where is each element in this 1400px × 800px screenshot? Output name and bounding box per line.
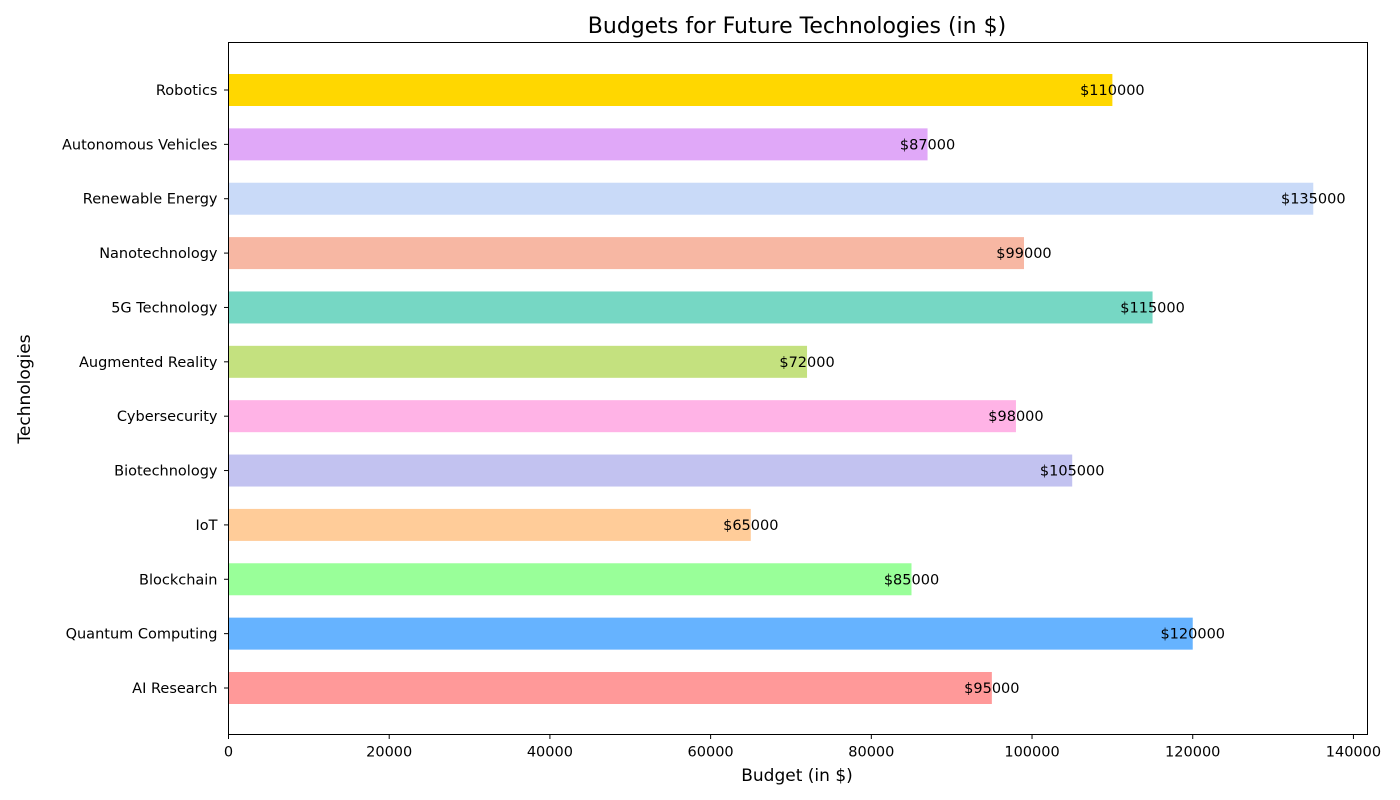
chart-title: Budgets for Future Technologies (in $) — [588, 14, 1006, 39]
data-label-cybersecurity: $98000 — [988, 409, 1043, 425]
y-axis-label: Technologies — [15, 334, 35, 444]
data-labels-layer: $95000 $120000 $85000 $65000 $105000 $98000 $7… — [723, 83, 1345, 697]
y-tick-label-biotechnology: Biotechnology — [114, 464, 218, 480]
data-label-biotechnology: $105000 — [1040, 464, 1105, 480]
x-tick-label-120000: 120000 — [1165, 745, 1220, 761]
bar-ai-research — [228, 672, 992, 704]
x-tick-label-80000: 80000 — [848, 745, 894, 761]
x-tick-label-40000: 40000 — [527, 745, 573, 761]
plot-frame — [228, 42, 1368, 735]
x-tick-label-60000: 60000 — [688, 745, 734, 761]
bar-biotechnology — [228, 454, 1073, 487]
y-tick-label-iot: IoT — [195, 518, 217, 534]
bar-nanotechnology — [228, 237, 1024, 270]
y-tick-label-renewable-energy: Renewable Energy — [83, 192, 218, 208]
bar-renewable-energy — [228, 182, 1314, 215]
bar-cybersecurity — [228, 400, 1016, 433]
data-label-quantum-computing: $120000 — [1160, 627, 1225, 643]
y-tick-label-autonomous-vehicles: Autonomous Vehicles — [62, 137, 218, 153]
bar-augmented-reality — [228, 345, 808, 378]
data-label-renewable-energy: $135000 — [1281, 192, 1346, 208]
y-tick-label-ai-research: AI Research — [132, 681, 217, 697]
data-label-robotics: $110000 — [1080, 83, 1145, 99]
data-label-augmented-reality: $72000 — [779, 355, 834, 371]
y-tick-label-blockchain: Blockchain — [139, 572, 217, 588]
bar-quantum-computing — [228, 617, 1193, 650]
data-label-ai-research: $95000 — [964, 681, 1019, 697]
bar-iot — [228, 508, 751, 541]
bar-autonomous-vehicles — [228, 128, 928, 161]
x-tick-label-140000: 140000 — [1326, 745, 1381, 761]
x-tick-label-0: 0 — [224, 745, 233, 761]
data-label-nanotechnology: $99000 — [996, 246, 1051, 262]
bar-blockchain — [228, 563, 912, 596]
x-axis: 0 20000 40000 60000 80000 100000 120000 140000 — [224, 734, 1381, 761]
y-tick-label-5g-technology: 5G Technology — [111, 300, 218, 316]
y-tick-label-cybersecurity: Cybersecurity — [117, 409, 218, 425]
data-label-iot: $65000 — [723, 518, 778, 534]
y-axis: AI Research Quantum Computing Blockchain Io… — [62, 83, 229, 697]
data-label-autonomous-vehicles: $87000 — [900, 137, 955, 153]
x-tick-label-20000: 20000 — [366, 745, 412, 761]
y-tick-label-robotics: Robotics — [156, 83, 218, 99]
y-tick-label-quantum-computing: Quantum Computing — [66, 627, 218, 643]
bar-robotics — [228, 74, 1113, 106]
y-tick-label-augmented-reality: Augmented Reality — [79, 355, 218, 371]
data-label-5g-technology: $115000 — [1120, 300, 1185, 316]
data-label-blockchain: $85000 — [884, 572, 939, 588]
bar-5g-technology — [228, 291, 1153, 324]
bars-layer — [228, 74, 1314, 704]
x-tick-label-100000: 100000 — [1004, 745, 1059, 761]
x-axis-label: Budget (in $) — [741, 766, 853, 786]
y-tick-label-nanotechnology: Nanotechnology — [99, 246, 218, 262]
